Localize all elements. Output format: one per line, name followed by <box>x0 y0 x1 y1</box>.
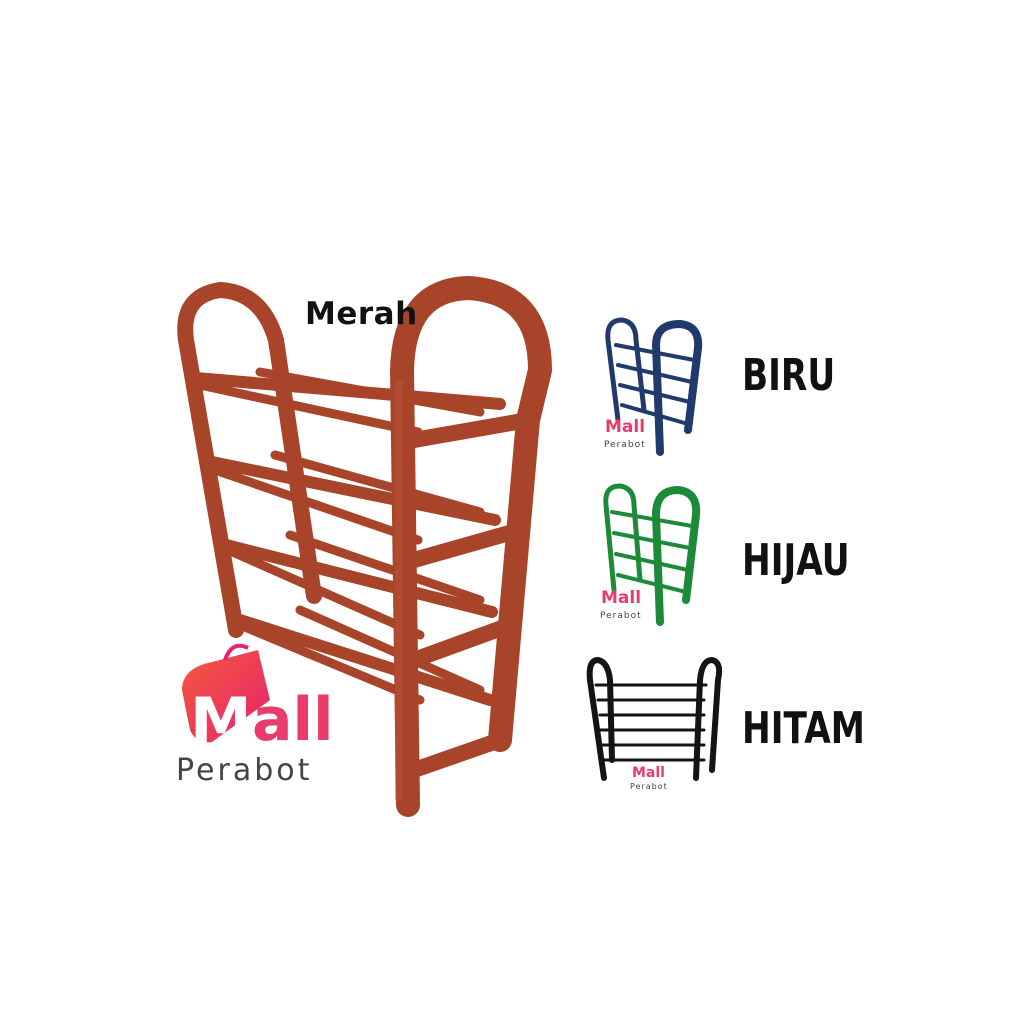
variant-label-biru: BIRU <box>742 350 836 401</box>
main-color-label: Merah <box>305 296 418 332</box>
svg-text:Perabot: Perabot <box>630 782 668 791</box>
svg-text:Perabot: Perabot <box>604 440 646 450</box>
variant-label-hitam: HITAM <box>742 703 865 754</box>
svg-text:Mall: Mall <box>632 765 665 781</box>
svg-text:Perabot: Perabot <box>600 611 642 621</box>
watermark-sub-text: Perabot <box>176 753 312 788</box>
variant-label-hijau: HIJAU <box>742 535 850 586</box>
watermark-brand-text: all <box>252 685 334 755</box>
svg-text:Mall: Mall <box>601 588 641 608</box>
svg-text:Mall: Mall <box>605 417 645 437</box>
svg-text:M: M <box>190 684 252 757</box>
